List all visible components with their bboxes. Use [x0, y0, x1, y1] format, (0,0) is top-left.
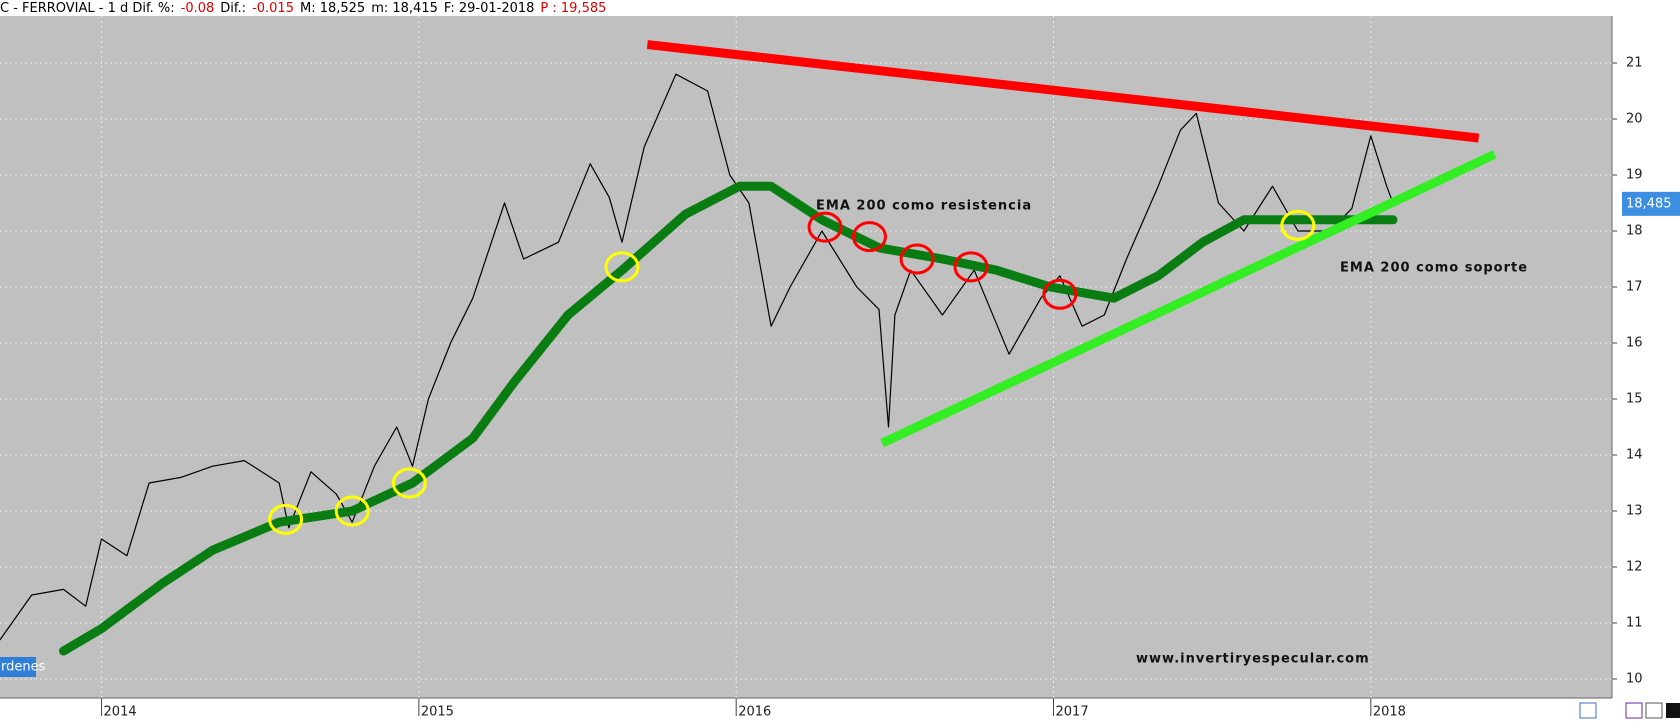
- price-tag-label: 18,485: [1626, 196, 1672, 211]
- highlight: [807, 211, 843, 243]
- highlight: [1280, 209, 1316, 241]
- ema-line: [59, 181, 1398, 656]
- icon[interactable]: [1666, 703, 1680, 718]
- trend-line: [646, 40, 1480, 143]
- y-tick-label: 11: [1626, 615, 1643, 630]
- x-tick-label: 2014: [104, 705, 137, 720]
- y-tick-label: 10: [1626, 671, 1643, 686]
- header: C - FERROVIAL - 1 d Dif. %: -0.08 Dif.: -0.…: [0, 1, 606, 16]
- icon[interactable]: [1625, 702, 1643, 719]
- highlight: [1042, 278, 1078, 310]
- y-tick-label: 18: [1626, 224, 1643, 239]
- price-line: [0, 73, 1394, 641]
- plot-area: [0, 16, 1612, 698]
- icon[interactable]: [1645, 702, 1663, 719]
- highlight: [334, 495, 370, 527]
- header-item: m: 18,415: [371, 1, 438, 16]
- annotation: www.invertiryespecular.com: [1136, 652, 1370, 667]
- y-tick-label: 12: [1626, 559, 1643, 574]
- button-label: rdenes: [1, 660, 46, 675]
- annotation: EMA 200 como soporte: [1340, 261, 1528, 276]
- highlight: [604, 251, 640, 283]
- y-tick-label: 17: [1626, 280, 1643, 295]
- toolbar: [1579, 702, 1680, 719]
- y-tick-label: 20: [1626, 112, 1643, 127]
- annotation: EMA 200 como resistencia: [816, 199, 1032, 214]
- y-tick-label: 14: [1626, 447, 1643, 462]
- x-tick-label: 2018: [1373, 705, 1406, 720]
- icon[interactable]: [1579, 702, 1597, 719]
- price-tag: [1622, 191, 1680, 216]
- header-item: -0.015: [252, 1, 294, 16]
- x-tick-label: 2015: [421, 705, 454, 720]
- y-tick-label: 15: [1626, 391, 1643, 406]
- header-item: P : 19,585: [540, 1, 606, 16]
- highlight: [268, 503, 304, 535]
- y-tick-label: 13: [1626, 503, 1643, 518]
- x-tick-label: 2017: [1056, 705, 1089, 720]
- trend-line: [880, 150, 1497, 448]
- highlight: [851, 221, 887, 253]
- highlight: [899, 243, 935, 275]
- header-item: Dif.:: [220, 1, 246, 16]
- header-item: C - FERROVIAL - 1 d Dif. %:: [0, 1, 175, 16]
- y-tick-label: 19: [1626, 168, 1643, 183]
- header-item: -0.08: [181, 1, 215, 16]
- highlight: [391, 467, 427, 499]
- x-tick-label: 2016: [738, 705, 771, 720]
- highlight: [953, 251, 989, 283]
- y-tick-label: 21: [1626, 56, 1643, 71]
- y-tick-label: 16: [1626, 336, 1643, 351]
- header-item: M: 18,525: [300, 1, 365, 16]
- button[interactable]: [0, 657, 36, 677]
- header-item: F: 29-01-2018: [444, 1, 535, 16]
